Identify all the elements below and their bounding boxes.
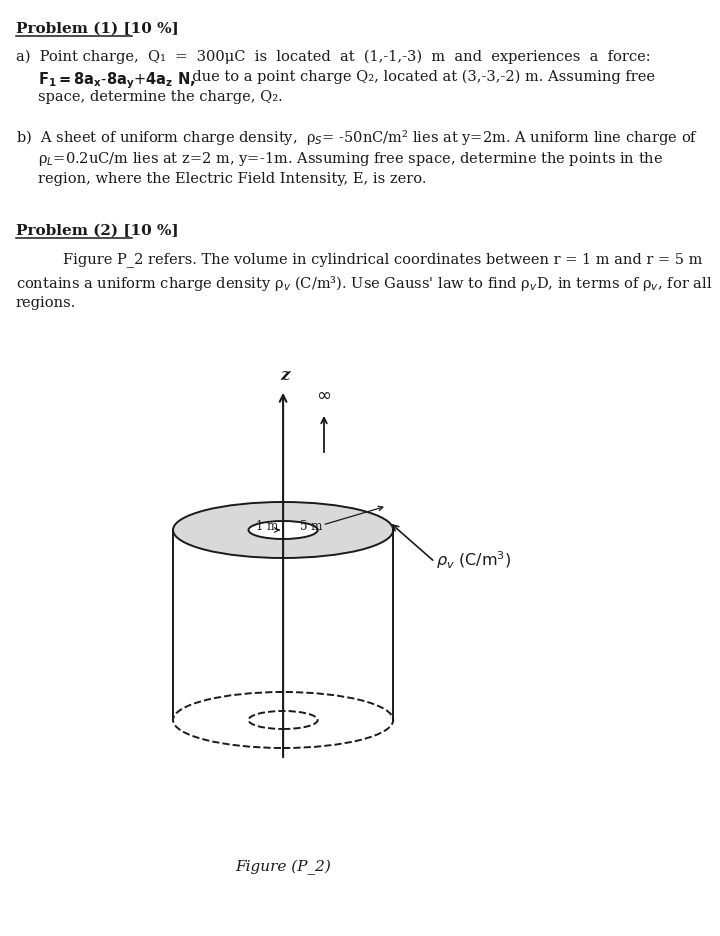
Text: region, where the Electric Field Intensity, E, is zero.: region, where the Electric Field Intensi… <box>37 172 426 186</box>
Text: $\mathbf{F_1 = 8a_x\text{-}8a_y\text{+}4a_z\ N,}$: $\mathbf{F_1 = 8a_x\text{-}8a_y\text{+}4… <box>37 70 195 91</box>
Text: due to a point charge Q₂, located at (3,-3,-2) m. Assuming free: due to a point charge Q₂, located at (3,… <box>183 70 655 84</box>
Text: a)  Point charge,  Q₁  =  300μC  is  located  at  (1,-1,-3)  m  and  experiences: a) Point charge, Q₁ = 300μC is located a… <box>16 50 650 65</box>
Text: Problem (2) [10 %]: Problem (2) [10 %] <box>16 224 179 238</box>
Text: 5 m: 5 m <box>300 520 323 534</box>
Text: Problem (1) [10 %]: Problem (1) [10 %] <box>16 22 179 36</box>
Text: Figure (P_2): Figure (P_2) <box>235 860 331 875</box>
Text: regions.: regions. <box>16 296 76 310</box>
Text: ρ$_L$=0.2uC/m lies at z=2 m, y=-1m. Assuming free space, determine the points in: ρ$_L$=0.2uC/m lies at z=2 m, y=-1m. Assu… <box>37 150 663 168</box>
Text: Figure P_2 refers. The volume in cylindrical coordinates between r = 1 m and r =: Figure P_2 refers. The volume in cylindr… <box>63 252 702 267</box>
Polygon shape <box>173 502 393 558</box>
Text: ∞: ∞ <box>317 387 331 405</box>
Text: 1 m: 1 m <box>256 520 279 534</box>
Ellipse shape <box>248 521 318 539</box>
Text: contains a uniform charge density ρ$_v$ (C/m³). Use Gauss' law to find ρ$_v$​D, : contains a uniform charge density ρ$_v$ … <box>16 274 712 293</box>
Text: b)  A sheet of uniform charge density,  ρ$_S$= -50nC/m² lies at y=2m. A uniform : b) A sheet of uniform charge density, ρ$… <box>16 128 698 147</box>
Text: $\rho_v\ \mathrm{(C/m^3)}$: $\rho_v\ \mathrm{(C/m^3)}$ <box>436 549 512 571</box>
Text: z: z <box>281 367 290 384</box>
Text: space, determine the charge, Q₂.: space, determine the charge, Q₂. <box>37 90 282 104</box>
